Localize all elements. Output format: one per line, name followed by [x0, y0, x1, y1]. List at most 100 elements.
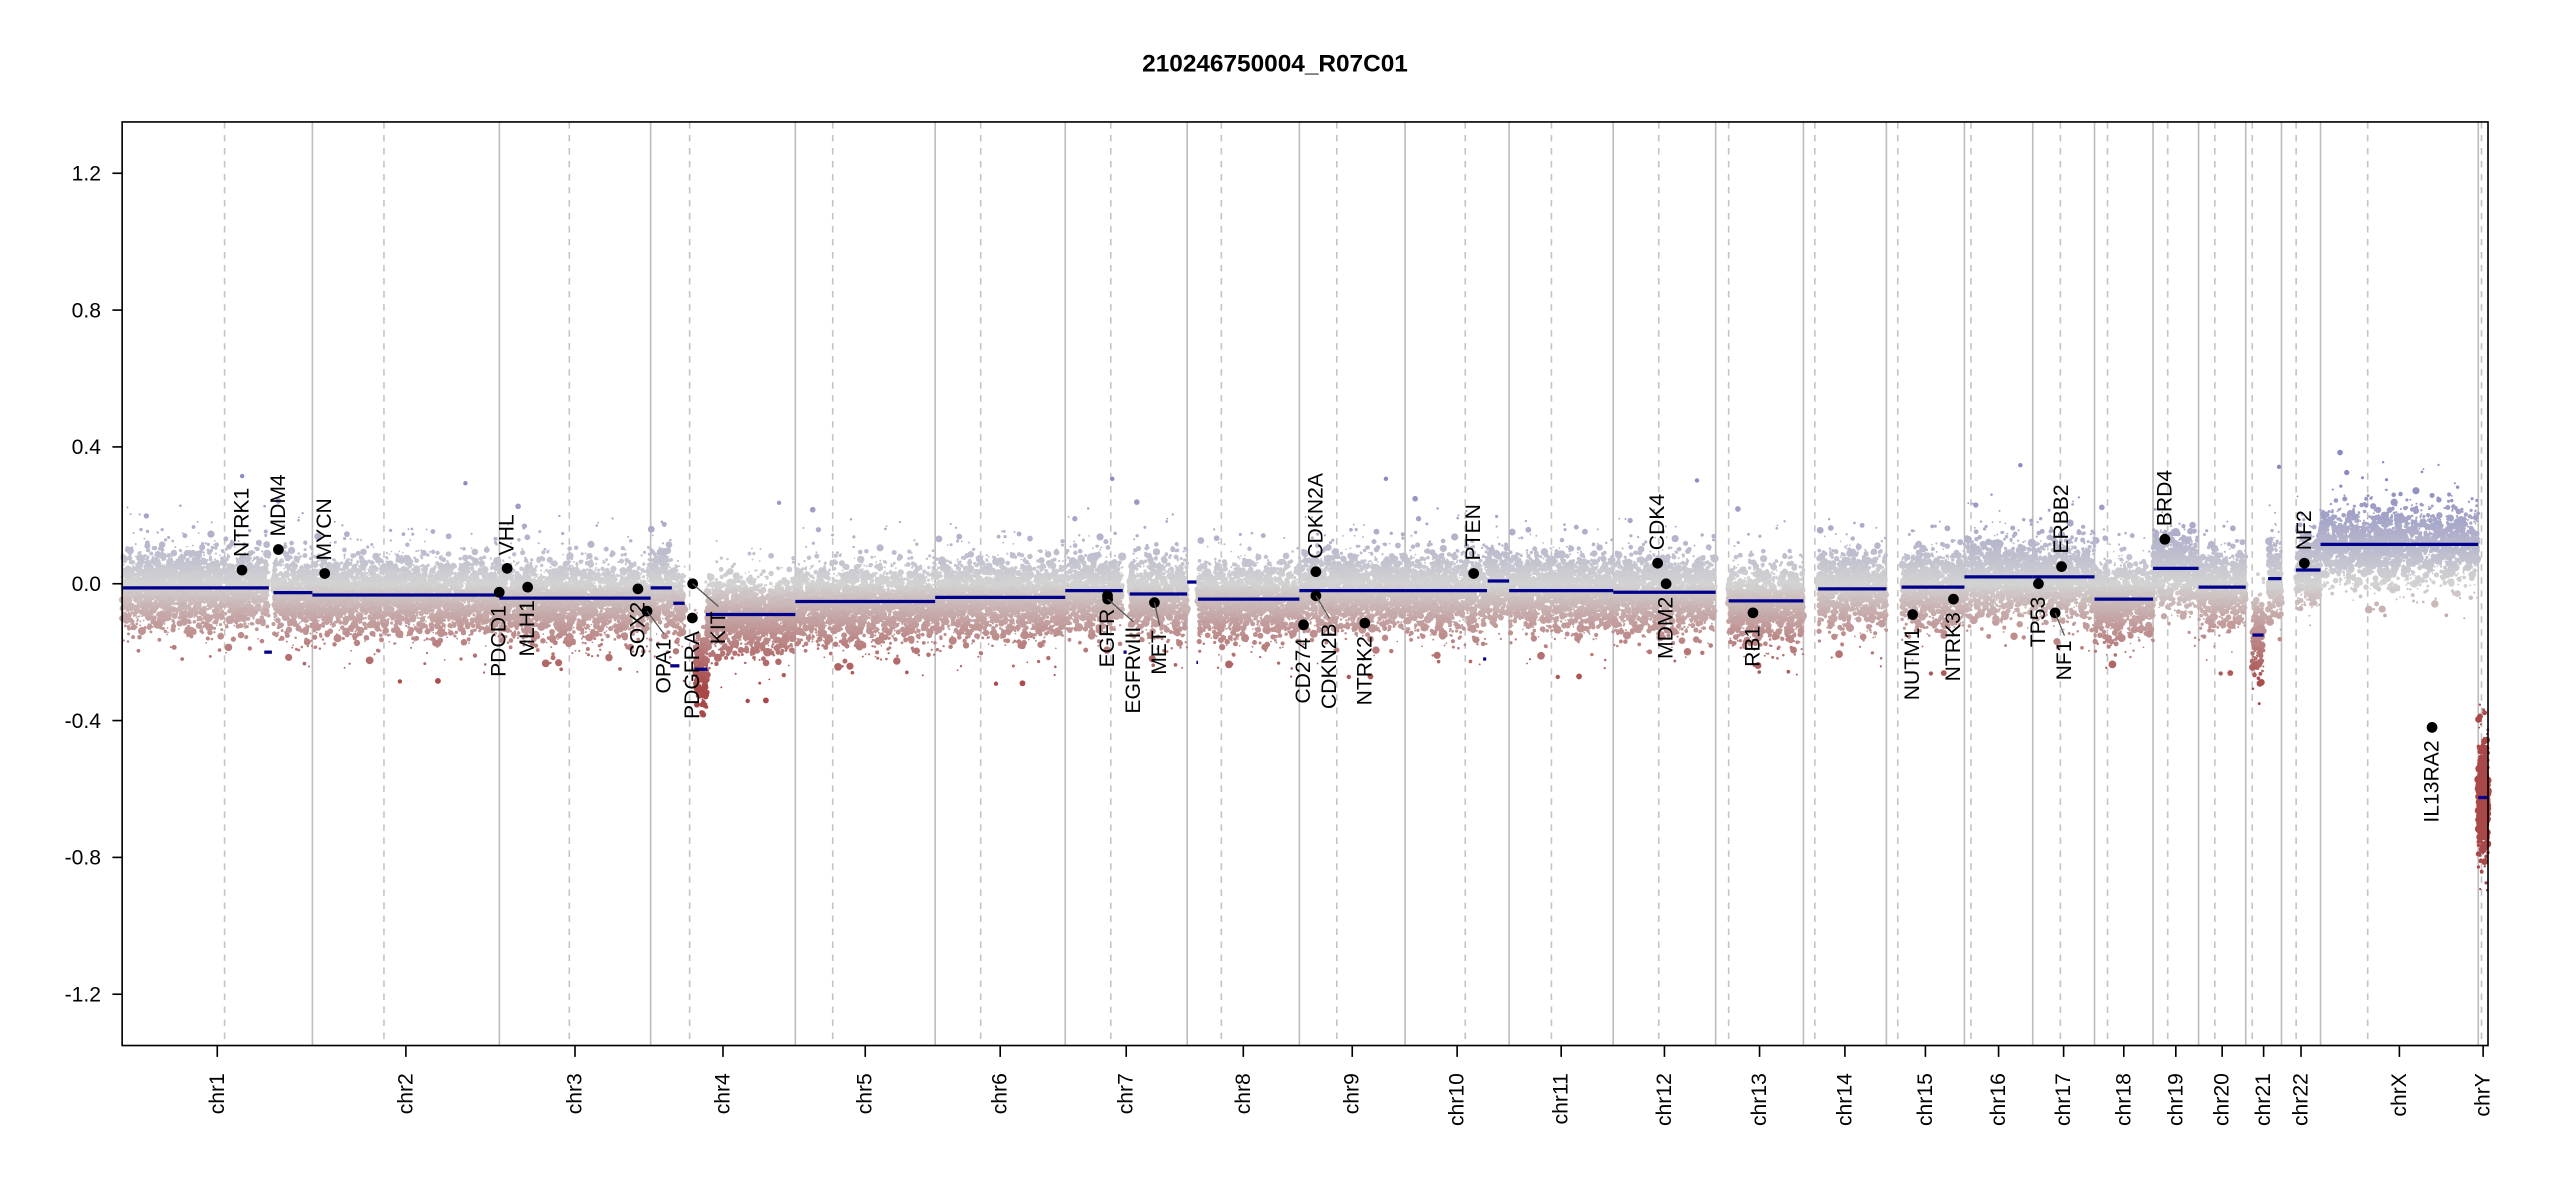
probe-point: [135, 598, 139, 602]
probe-point: [178, 564, 185, 570]
probe-point: [466, 637, 471, 642]
probe-point: [171, 618, 174, 622]
probe-point: [261, 608, 265, 612]
probe-point: [156, 554, 160, 558]
probe-point: [191, 563, 194, 566]
probe-point: [218, 573, 221, 576]
probe-point: [175, 612, 178, 615]
probe-point: [250, 604, 254, 609]
probe-point: [136, 618, 139, 620]
probe-point: [241, 589, 244, 592]
probe-point: [234, 546, 236, 548]
probe-point: [234, 620, 239, 625]
probe-point: [143, 537, 146, 540]
probe-point: [157, 620, 160, 624]
probe-point: [195, 612, 198, 615]
probe-point: [284, 610, 288, 614]
probe-point: [137, 553, 139, 556]
probe-point: [281, 602, 285, 605]
probe-point: [207, 569, 211, 572]
probe-point: [179, 612, 184, 617]
probe-point: [295, 564, 299, 568]
probe-point: [272, 587, 275, 590]
probe-point: [310, 644, 314, 648]
probe-point: [297, 648, 301, 652]
probe-point: [186, 545, 188, 548]
probe-point: [239, 593, 243, 597]
probe-point: [131, 565, 137, 572]
probe-point: [221, 577, 225, 581]
probe-point: [343, 531, 350, 538]
probe-point: [153, 578, 160, 585]
probe-point: [297, 586, 304, 592]
probe-point: [229, 563, 233, 567]
probe-point: [201, 583, 204, 586]
probe-point: [236, 611, 239, 614]
probe-point: [138, 615, 141, 618]
probe-point: [212, 575, 217, 580]
probe-point: [134, 543, 137, 546]
probe-point: [264, 564, 267, 567]
probe-point: [240, 580, 244, 584]
probe-point: [289, 555, 293, 560]
probe-point: [155, 596, 158, 599]
probe-point: [273, 618, 276, 621]
probe-point: [167, 631, 169, 634]
probe-point: [459, 657, 463, 661]
probe-point: [210, 546, 213, 548]
probe-point: [300, 620, 303, 623]
probe-point: [235, 581, 238, 584]
probe-point: [258, 580, 263, 584]
probe-point: [196, 615, 200, 619]
probe-point: [213, 571, 216, 574]
probe-point: [233, 624, 236, 627]
probe-point: [173, 579, 175, 582]
probe-point: [285, 640, 288, 643]
probe-point: [224, 643, 233, 652]
probe-point: [187, 589, 193, 595]
probe-point: [263, 504, 266, 508]
probe-point: [204, 600, 206, 603]
probe-point: [177, 555, 185, 563]
probe-point: [378, 563, 381, 566]
probe-point: [247, 623, 250, 625]
probe-point: [161, 553, 165, 557]
probe-point: [290, 561, 297, 567]
probe-point: [453, 572, 456, 575]
probe-point: [149, 630, 153, 634]
probe-point: [309, 632, 312, 635]
probe-point: [140, 566, 143, 569]
probe-point: [192, 620, 197, 624]
probe-point: [290, 612, 294, 616]
probe-point: [243, 558, 245, 561]
probe-point: [279, 563, 283, 567]
probe-point: [216, 569, 218, 571]
probe-point: [168, 571, 172, 575]
probe-point: [193, 616, 196, 619]
probe-point: [303, 608, 306, 611]
probe-point: [247, 618, 249, 620]
probe-point: [462, 554, 469, 562]
probe-point: [204, 542, 207, 545]
probe-point: [143, 625, 147, 630]
probe-point: [124, 565, 132, 572]
probe-point: [233, 569, 236, 573]
probe-point: [224, 618, 226, 620]
probe-point: [139, 527, 143, 532]
probe-point: [139, 624, 142, 627]
probe-point: [231, 614, 234, 617]
probe-point: [168, 559, 173, 564]
probe-point: [198, 549, 204, 554]
probe-point: [297, 518, 300, 522]
probe-point: [214, 540, 216, 542]
probe-point: [191, 525, 196, 529]
probe-point: [126, 597, 132, 603]
probe-point: [350, 649, 352, 652]
probe-point: [290, 604, 295, 610]
probe-point: [272, 597, 279, 604]
probe-point: [127, 602, 136, 611]
probe-point: [341, 636, 345, 640]
probe-point: [137, 560, 142, 565]
probe-point: [277, 619, 280, 621]
probe-point: [278, 584, 281, 587]
